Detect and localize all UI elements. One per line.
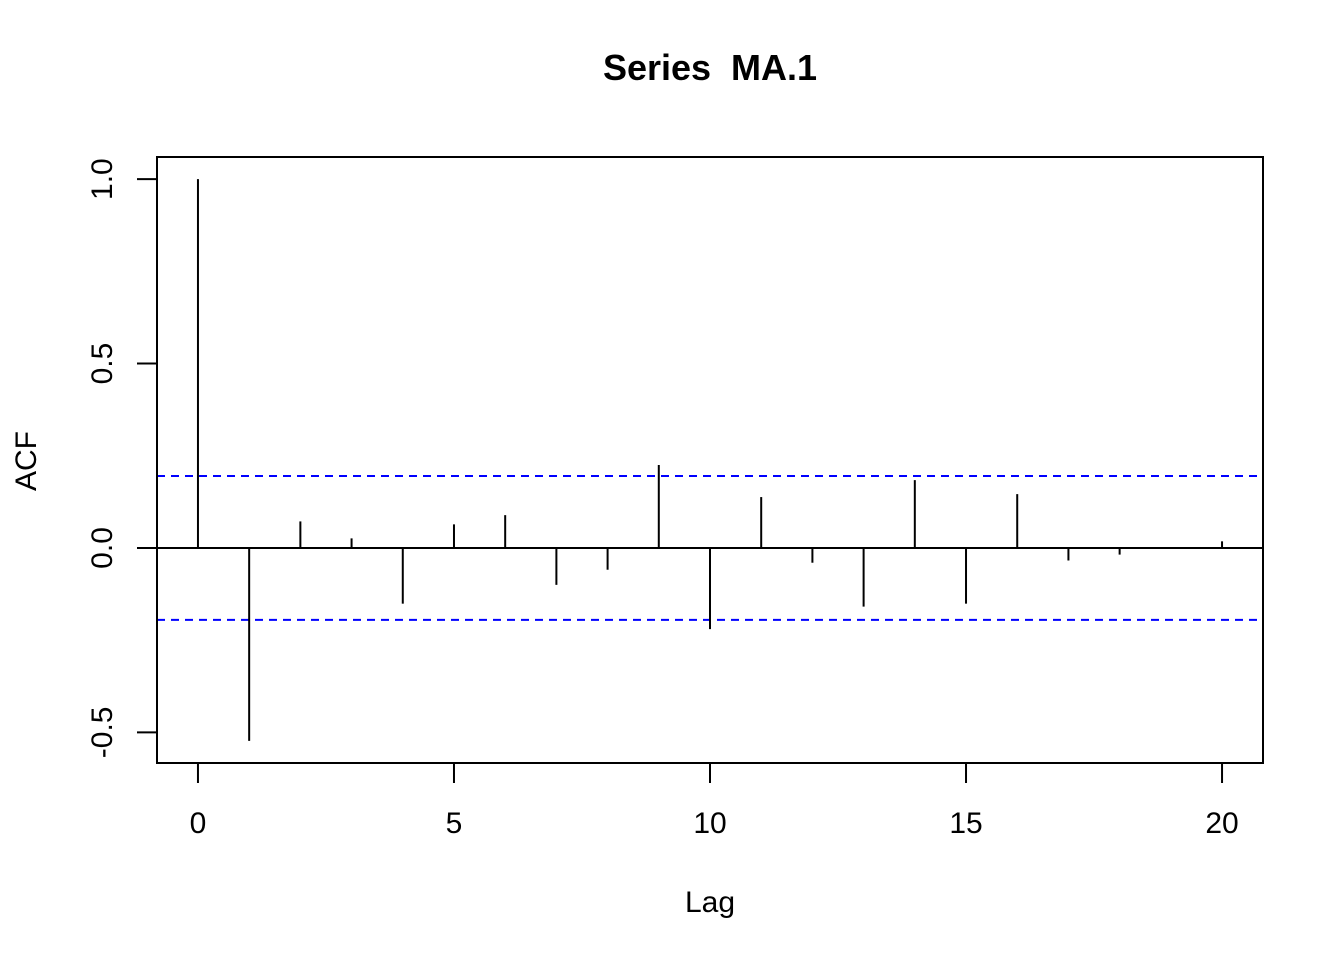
y-tick-label: 0.5 xyxy=(86,343,119,385)
plot-frame xyxy=(156,156,1264,764)
x-tick-label: 15 xyxy=(949,807,982,840)
x-tick-label: 0 xyxy=(190,807,207,840)
x-axis: 0 5 10 15 20 xyxy=(190,762,1239,840)
chart-title: Series MA.1 xyxy=(603,47,817,88)
x-tick-label: 10 xyxy=(693,807,726,840)
marks xyxy=(157,179,1263,741)
x-tick-label: 5 xyxy=(446,807,463,840)
y-axis: -0.5 0.0 0.5 1.0 xyxy=(86,158,158,759)
x-axis-label: Lag xyxy=(685,886,735,919)
y-tick-label: 0.0 xyxy=(86,527,119,569)
x-tick-label: 20 xyxy=(1205,807,1238,840)
y-tick-label: 1.0 xyxy=(86,158,119,200)
y-tick-label: -0.5 xyxy=(86,707,119,759)
y-axis-label: ACF xyxy=(10,431,43,491)
